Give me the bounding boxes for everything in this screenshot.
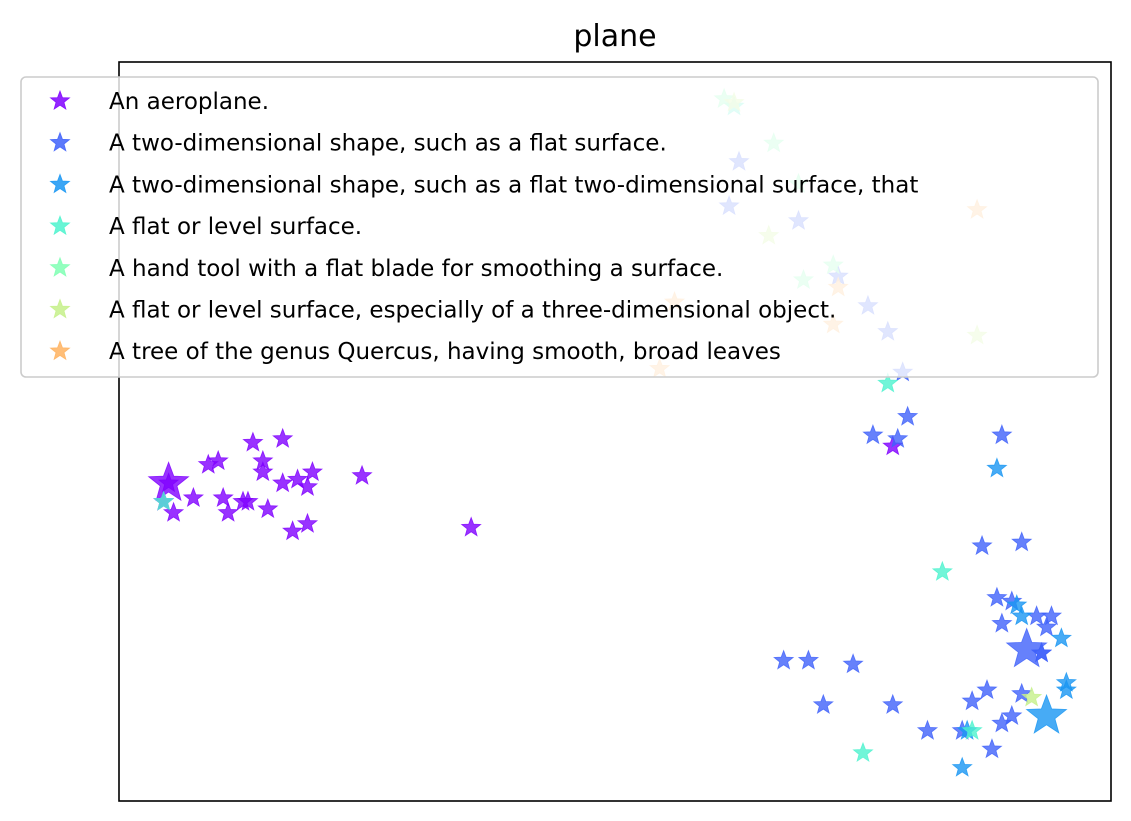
legend-box: [20, 76, 1099, 378]
data-point: [1055, 679, 1077, 700]
data-point: [986, 586, 1008, 607]
data-point: [773, 649, 795, 670]
legend-marker: [49, 256, 71, 277]
data-point-large: [1025, 693, 1068, 734]
data-point: [212, 486, 234, 508]
data-point: [842, 653, 864, 674]
data-point: [242, 431, 264, 452]
legend-marker: [49, 89, 71, 111]
legend-label: A flat or level surface.: [109, 214, 362, 240]
data-point: [1011, 531, 1033, 552]
legend-marker: [49, 340, 71, 361]
data-point: [153, 490, 175, 511]
legend-marker: [49, 214, 71, 236]
data-point: [887, 427, 909, 448]
plot-area-frame: [118, 61, 1112, 802]
legend-label: A two-dimensional shape, such as a flat …: [109, 172, 918, 198]
data-point: [296, 475, 319, 496]
data-point: [1006, 594, 1028, 615]
data-point: [991, 612, 1013, 633]
series-1: [147, 427, 904, 541]
data-point: [1035, 616, 1058, 637]
data-point: [182, 486, 204, 508]
data-point: [282, 520, 304, 541]
data-point: [1001, 704, 1023, 726]
data-point: [301, 460, 324, 482]
chart-title: plane: [573, 19, 656, 54]
data-point: [272, 472, 294, 493]
data-point: [351, 464, 373, 485]
data-point: [797, 649, 820, 670]
data-point: [1011, 605, 1033, 626]
data-point: [162, 501, 185, 522]
data-point: [976, 679, 998, 700]
data-point: [252, 460, 274, 482]
data-point: [862, 424, 884, 445]
data-point: [257, 497, 279, 519]
legend-marker: [49, 298, 71, 319]
data-point: [272, 427, 294, 448]
data-point: [961, 719, 983, 740]
data-point: [1050, 627, 1072, 648]
data-point: [951, 756, 973, 777]
data-point: [897, 405, 919, 426]
data-point: [931, 560, 953, 581]
legend-label: A two-dimensional shape, such as a flat …: [109, 131, 667, 157]
data-point: [1021, 686, 1043, 707]
legend-label: A tree of the genus Quercus, having smoo…: [109, 339, 781, 365]
data-point: [460, 516, 482, 537]
data-point: [971, 534, 993, 556]
data-point: [812, 693, 834, 714]
legend-label: An aeroplane.: [109, 89, 269, 115]
data-point: [1040, 605, 1063, 626]
legend-label: A flat or level surface, especially of a…: [109, 298, 836, 324]
data-point: [1011, 682, 1033, 703]
legend: An aeroplane. A two-dimensional shape, su…: [20, 76, 1099, 378]
data-point: [1026, 605, 1048, 626]
legend-marker: [49, 131, 71, 152]
data-point-large: [147, 461, 190, 502]
data-point: [207, 449, 229, 471]
legend-items: An aeroplane. A two-dimensional shape, su…: [49, 89, 918, 365]
data-point: [981, 738, 1003, 759]
data-point: [252, 449, 274, 471]
data-point: [237, 490, 259, 511]
data-point: [296, 512, 319, 533]
data-point: [882, 693, 904, 714]
data-point: [916, 719, 939, 740]
legend-marker: [49, 173, 71, 194]
data-point: [877, 372, 899, 393]
data-point-large: [1005, 627, 1048, 668]
legend-label: A hand tool with a flat blade for smooth…: [109, 256, 723, 282]
data-point: [852, 741, 874, 762]
data-point: [986, 457, 1008, 478]
data-point: [961, 690, 983, 711]
data-point: [991, 424, 1013, 445]
data-point: [217, 501, 239, 522]
